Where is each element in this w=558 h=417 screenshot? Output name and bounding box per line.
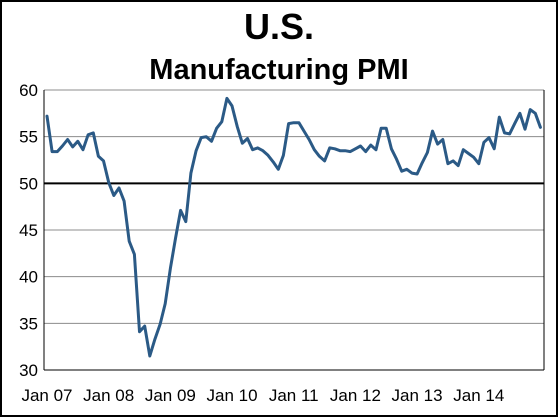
x-tick-label: Jan 11 — [269, 386, 319, 405]
y-axis-tick-labels: 30 35 40 45 50 55 60 — [19, 81, 38, 380]
y-tick-label-30: 30 — [19, 361, 38, 380]
y-tick-label-55: 55 — [19, 128, 38, 147]
x-tick-label: Jan 08 — [83, 386, 134, 405]
x-tick-label: Jan 14 — [453, 386, 504, 405]
y-tick-label-40: 40 — [19, 268, 38, 287]
x-tick-label: Jan 10 — [207, 386, 258, 405]
series-layer — [45, 96, 542, 358]
y-tick-label-60: 60 — [19, 81, 38, 100]
x-tick-label: Jan 09 — [145, 386, 196, 405]
y-tick-label-50: 50 — [19, 174, 38, 193]
x-tick-label: Jan 13 — [392, 386, 443, 405]
series-line-0 — [45, 96, 542, 358]
y-tick-label-45: 45 — [19, 221, 38, 240]
x-tick-label: Jan 07 — [21, 386, 72, 405]
chart-title: U.S. — [243, 6, 314, 47]
chart-subtitle: Manufacturing PMI — [149, 54, 409, 86]
x-tick-label: Jan 12 — [330, 386, 381, 405]
gridlines — [44, 89, 544, 324]
y-tick-label-35: 35 — [19, 314, 38, 333]
plot-area-border — [43, 90, 545, 371]
x-axis-tick-labels: Jan 07 Jan 08 Jan 09 Jan 10 Jan 11 Jan 12 Jan … — [21, 386, 504, 405]
